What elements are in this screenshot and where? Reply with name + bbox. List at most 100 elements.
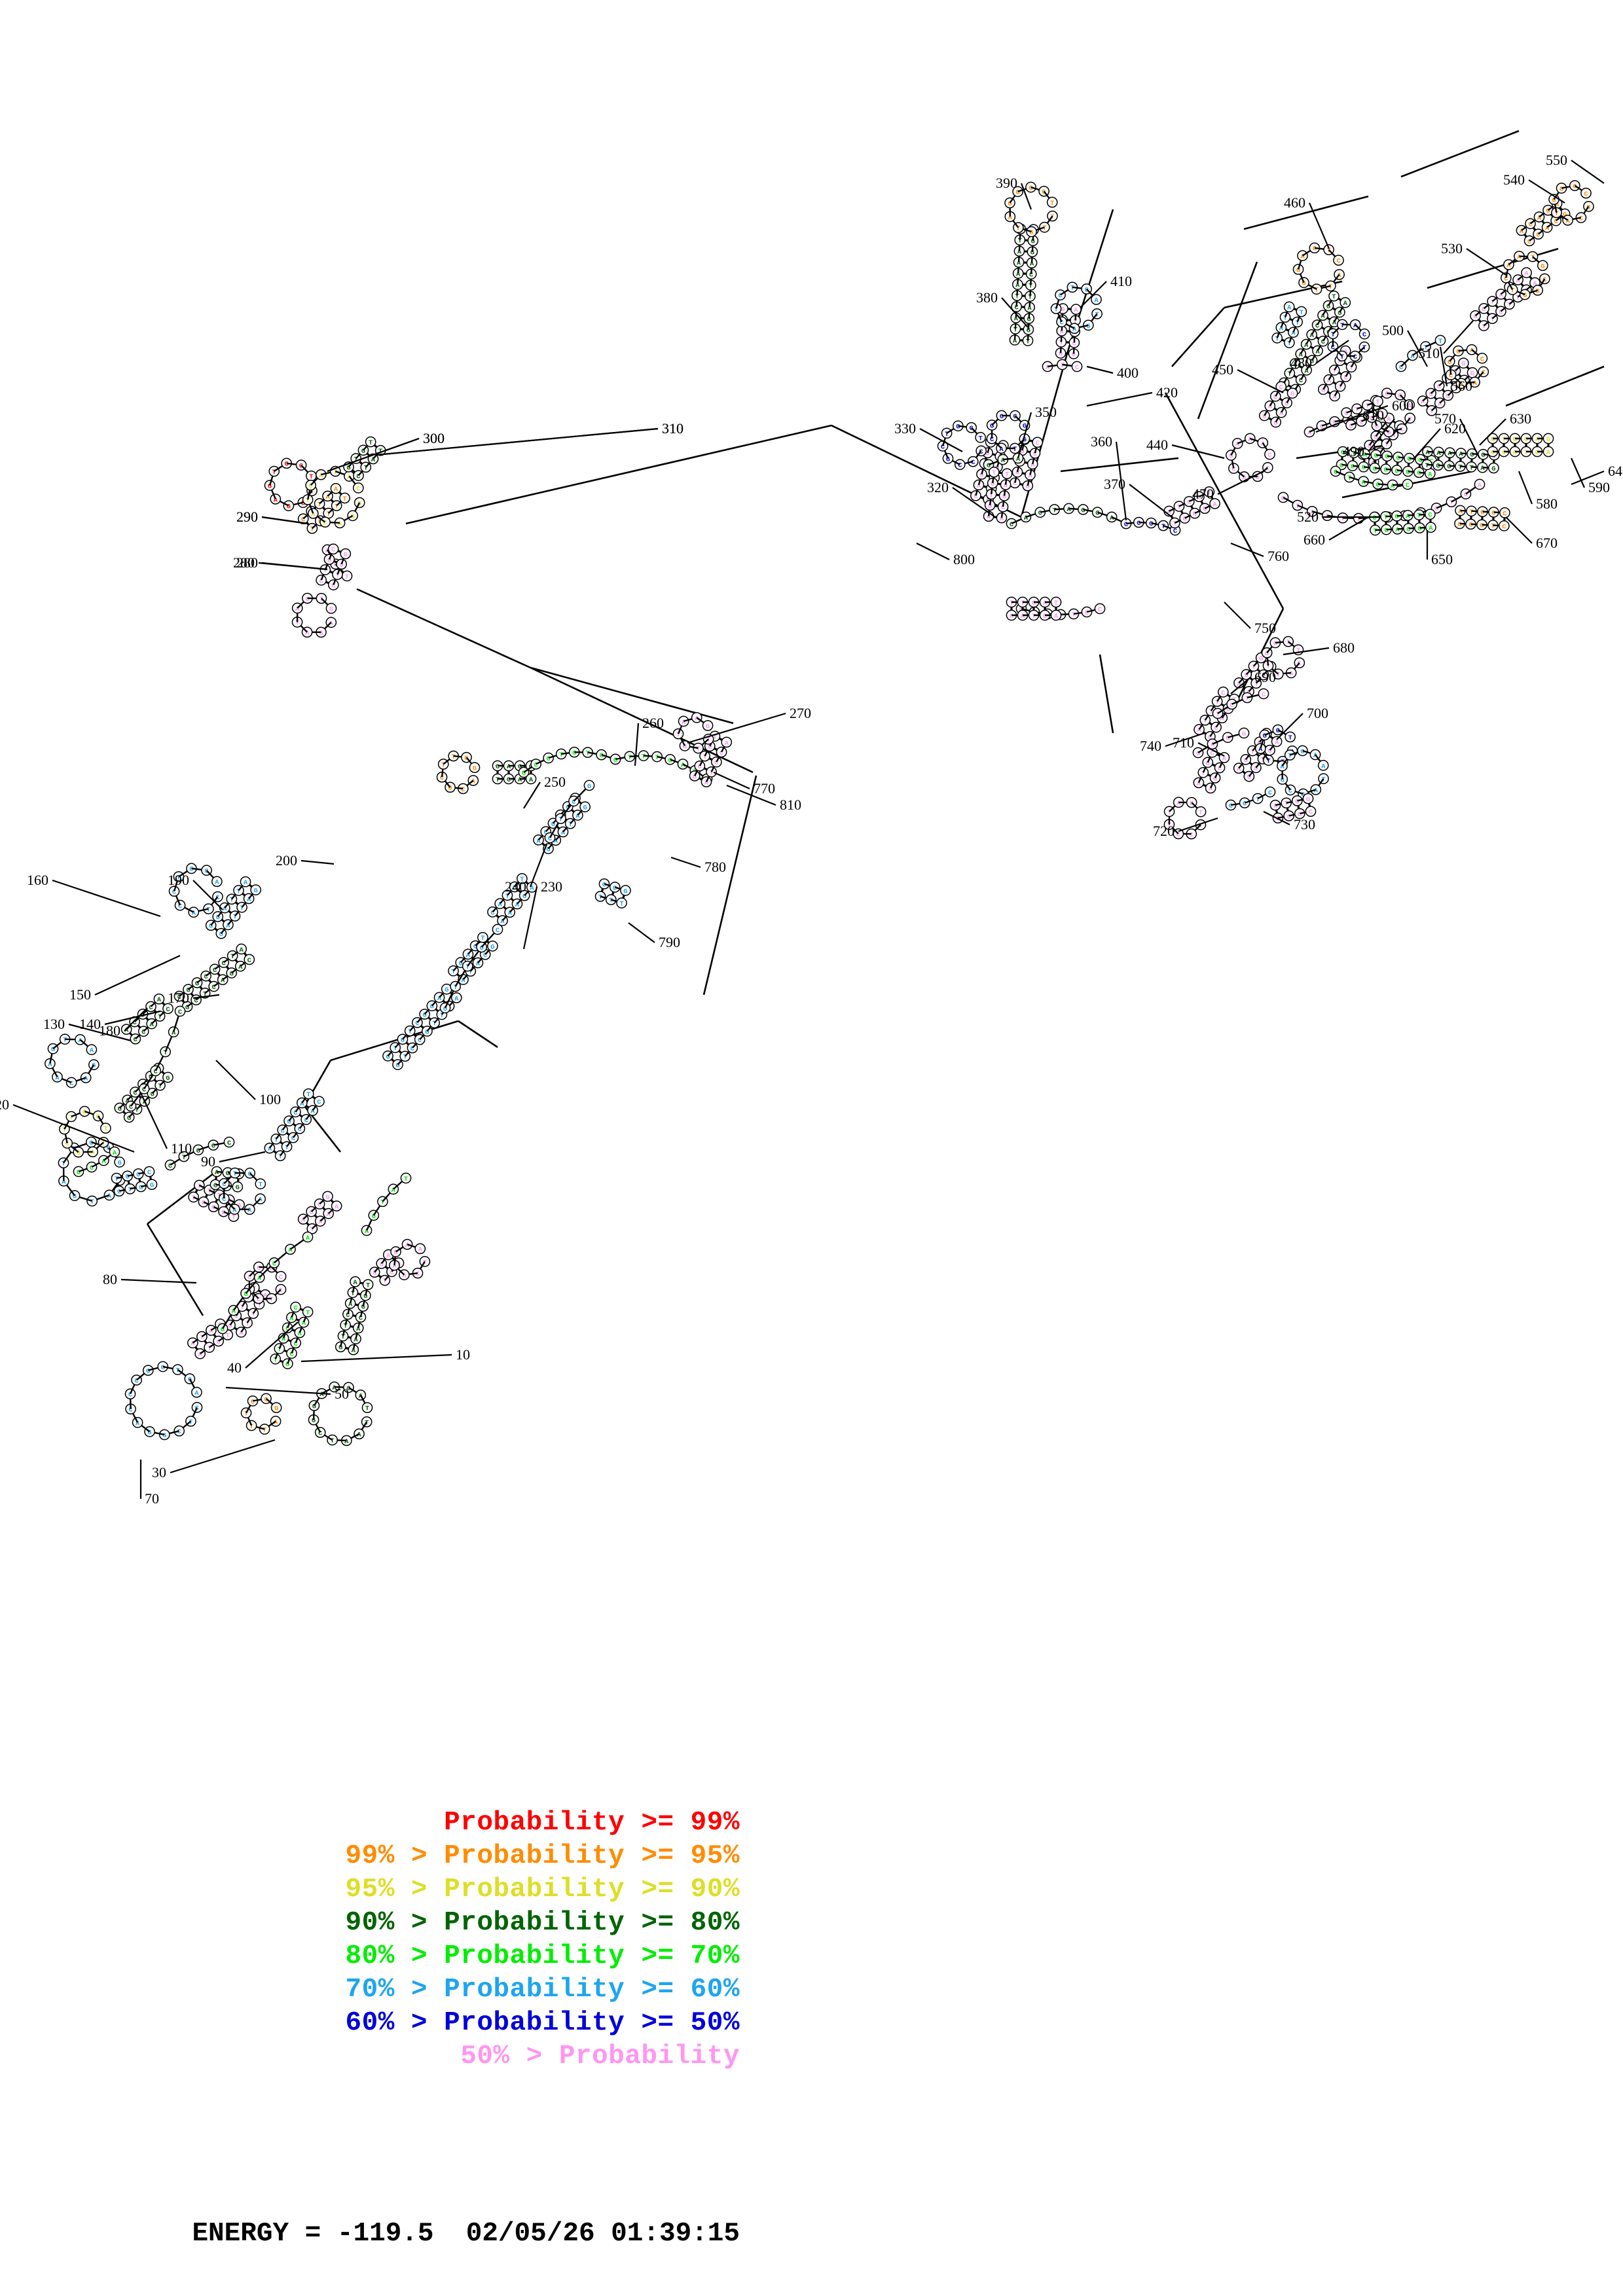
svg-text:310: 310 bbox=[662, 420, 684, 437]
svg-text:G: G bbox=[305, 596, 309, 603]
svg-text:A: A bbox=[1024, 514, 1029, 522]
svg-text:C: C bbox=[222, 1196, 227, 1204]
svg-text:A: A bbox=[1299, 351, 1304, 359]
svg-text:T: T bbox=[1245, 695, 1249, 703]
svg-text:A: A bbox=[157, 996, 162, 1004]
svg-text:C: C bbox=[1408, 416, 1413, 423]
svg-text:A: A bbox=[48, 1061, 52, 1069]
svg-text:C: C bbox=[1480, 509, 1485, 517]
rna-structure-svg: AATTCATCCTCGGACCCGGTGAAGTCTTTTATCTCCCCAC… bbox=[0, 130, 1623, 1507]
svg-text:T: T bbox=[272, 469, 276, 476]
svg-text:610: 610 bbox=[1362, 407, 1384, 423]
svg-text:C: C bbox=[285, 1325, 290, 1333]
svg-text:A: A bbox=[1043, 600, 1048, 607]
svg-text:G: G bbox=[166, 1075, 170, 1083]
svg-text:A: A bbox=[1015, 469, 1020, 477]
svg-text:G: G bbox=[195, 980, 199, 988]
svg-text:C: C bbox=[319, 577, 324, 585]
svg-text:T: T bbox=[568, 821, 572, 829]
svg-text:T: T bbox=[1177, 504, 1181, 512]
svg-text:A: A bbox=[126, 1098, 130, 1105]
svg-text:C: C bbox=[1396, 454, 1400, 462]
svg-text:C: C bbox=[1341, 449, 1345, 457]
svg-text:G: G bbox=[236, 1184, 240, 1192]
svg-text:C: C bbox=[1187, 499, 1192, 507]
svg-text:A: A bbox=[1448, 450, 1452, 458]
svg-text:G: G bbox=[287, 503, 291, 511]
svg-text:C: C bbox=[279, 1274, 283, 1282]
svg-text:C: C bbox=[1579, 215, 1584, 223]
svg-text:A: A bbox=[1535, 436, 1540, 444]
svg-text:C: C bbox=[490, 909, 495, 917]
svg-text:390: 390 bbox=[996, 175, 1017, 191]
svg-text:G: G bbox=[518, 763, 522, 771]
svg-text:C: C bbox=[128, 1407, 133, 1414]
svg-text:A: A bbox=[263, 1292, 268, 1300]
svg-text:T: T bbox=[208, 1345, 211, 1353]
svg-text:G: G bbox=[693, 773, 697, 781]
svg-text:G: G bbox=[1491, 436, 1495, 444]
svg-text:C: C bbox=[132, 1019, 137, 1027]
svg-text:G: G bbox=[1285, 400, 1288, 408]
svg-text:T: T bbox=[609, 897, 613, 905]
svg-text:C: C bbox=[251, 1398, 255, 1406]
svg-text:C: C bbox=[304, 1117, 309, 1124]
svg-text:G: G bbox=[513, 884, 517, 892]
svg-text:C: C bbox=[1309, 809, 1313, 817]
svg-text:G: G bbox=[386, 1053, 390, 1061]
svg-text:590: 590 bbox=[1588, 479, 1610, 495]
svg-text:C: C bbox=[416, 1270, 420, 1278]
svg-text:A: A bbox=[1516, 277, 1520, 285]
svg-text:A: A bbox=[298, 1330, 302, 1338]
svg-text:A: A bbox=[1459, 450, 1463, 458]
svg-text:A: A bbox=[198, 1351, 202, 1359]
svg-text:T: T bbox=[251, 1311, 255, 1319]
svg-text:G: G bbox=[361, 1304, 365, 1312]
svg-text:C: C bbox=[221, 960, 226, 967]
svg-text:C: C bbox=[1407, 456, 1412, 463]
svg-text:440: 440 bbox=[1146, 437, 1168, 453]
svg-text:A: A bbox=[1074, 306, 1078, 314]
svg-text:A: A bbox=[1545, 224, 1550, 232]
svg-text:C: C bbox=[331, 583, 336, 590]
svg-text:T: T bbox=[1373, 528, 1377, 535]
svg-text:G: G bbox=[221, 1326, 225, 1334]
svg-text:G: G bbox=[51, 1046, 55, 1054]
svg-text:C: C bbox=[1243, 800, 1247, 808]
svg-text:T: T bbox=[1016, 225, 1020, 233]
svg-text:C: C bbox=[301, 516, 306, 524]
svg-text:A: A bbox=[1520, 228, 1524, 236]
svg-text:T: T bbox=[1207, 489, 1211, 497]
svg-text:C: C bbox=[202, 1199, 206, 1207]
svg-text:40: 40 bbox=[227, 1359, 242, 1376]
svg-text:80: 80 bbox=[103, 1271, 117, 1287]
svg-text:T: T bbox=[1326, 247, 1330, 255]
svg-text:T: T bbox=[1161, 523, 1165, 531]
svg-text:T: T bbox=[101, 1139, 105, 1147]
svg-text:A: A bbox=[356, 1325, 361, 1333]
svg-text:A: A bbox=[288, 1247, 293, 1255]
svg-text:C: C bbox=[1262, 691, 1266, 699]
svg-text:A: A bbox=[338, 520, 342, 528]
svg-text:T: T bbox=[1315, 287, 1319, 295]
svg-text:190: 190 bbox=[168, 872, 189, 888]
svg-text:C: C bbox=[331, 547, 336, 554]
svg-text:300: 300 bbox=[423, 430, 445, 446]
svg-text:A: A bbox=[113, 1149, 117, 1157]
svg-text:G: G bbox=[1362, 464, 1366, 472]
svg-text:T: T bbox=[285, 1144, 289, 1152]
svg-text:T: T bbox=[1261, 756, 1265, 764]
svg-text:A: A bbox=[1268, 403, 1273, 411]
svg-text:G: G bbox=[1384, 467, 1388, 475]
svg-text:C: C bbox=[293, 1109, 298, 1117]
svg-text:C: C bbox=[168, 1162, 173, 1170]
svg-text:A: A bbox=[508, 910, 513, 918]
svg-text:A: A bbox=[1438, 401, 1442, 408]
probability-legend: Probability >= 99% 99% > Probability >= … bbox=[0, 1806, 740, 2073]
svg-text:G: G bbox=[1338, 310, 1341, 317]
svg-text:T: T bbox=[1490, 316, 1494, 324]
svg-text:G: G bbox=[1027, 315, 1031, 323]
svg-text:460: 460 bbox=[1284, 194, 1305, 211]
svg-text:T: T bbox=[1295, 319, 1299, 327]
svg-text:G: G bbox=[244, 1291, 247, 1299]
